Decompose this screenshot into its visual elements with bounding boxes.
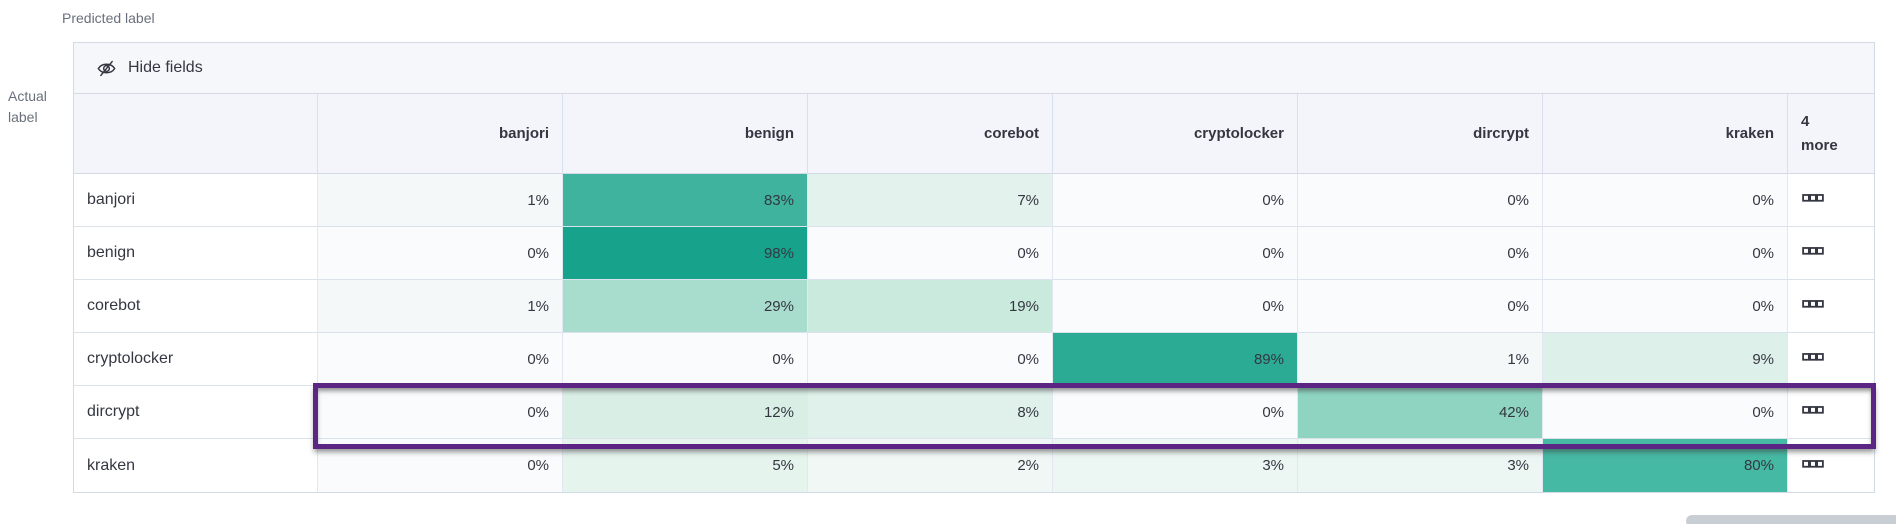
cell-banjori-benign[interactable]: 83% xyxy=(563,174,808,227)
confusion-grid: banjori benign corebot cryptolocker dircrypt… xyxy=(74,94,1874,492)
cell-dircrypt-corebot[interactable]: 8% xyxy=(808,386,1053,439)
cell-cryptolocker-banjori[interactable]: 0% xyxy=(318,333,563,386)
boxes-horizontal-icon xyxy=(1802,187,1824,213)
predicted-axis-label: Predicted label xyxy=(62,10,155,26)
cell-kraken-benign[interactable]: 5% xyxy=(563,439,808,492)
more-actions-kraken[interactable] xyxy=(1788,439,1874,492)
cell-kraken-banjori[interactable]: 0% xyxy=(318,439,563,492)
cell-corebot-dircrypt[interactable]: 0% xyxy=(1298,280,1543,333)
row-label-dircrypt[interactable]: dircrypt xyxy=(74,386,318,439)
more-actions-cryptolocker[interactable] xyxy=(1788,333,1874,386)
column-header-kraken[interactable]: kraken xyxy=(1543,94,1788,174)
column-header-cryptolocker[interactable]: cryptolocker xyxy=(1053,94,1298,174)
row-label-benign[interactable]: benign xyxy=(74,227,318,280)
cell-dircrypt-dircrypt[interactable]: 42% xyxy=(1298,386,1543,439)
cell-corebot-banjori[interactable]: 1% xyxy=(318,280,563,333)
horizontal-scrollbar-thumb[interactable] xyxy=(1686,515,1896,524)
cell-banjori-kraken[interactable]: 0% xyxy=(1543,174,1788,227)
boxes-horizontal-icon xyxy=(1802,453,1824,479)
cell-kraken-corebot[interactable]: 2% xyxy=(808,439,1053,492)
confusion-matrix-panel: Hide fields banjori benign corebot cryptolo… xyxy=(73,42,1875,493)
cell-kraken-kraken[interactable]: 80% xyxy=(1543,439,1788,492)
hide-fields-label: Hide fields xyxy=(128,59,203,76)
more-actions-dircrypt[interactable] xyxy=(1788,386,1874,439)
boxes-horizontal-icon xyxy=(1802,293,1824,319)
hide-fields-button[interactable]: Hide fields xyxy=(84,52,215,85)
cell-benign-benign[interactable]: 98% xyxy=(563,227,808,280)
header-corner-cell xyxy=(74,94,318,174)
eye-closed-icon xyxy=(96,58,117,79)
cell-dircrypt-benign[interactable]: 12% xyxy=(563,386,808,439)
cell-benign-kraken[interactable]: 0% xyxy=(1543,227,1788,280)
cell-cryptolocker-benign[interactable]: 0% xyxy=(563,333,808,386)
row-label-cryptolocker[interactable]: cryptolocker xyxy=(74,333,318,386)
cell-benign-corebot[interactable]: 0% xyxy=(808,227,1053,280)
actual-axis-label: Actual label xyxy=(8,88,47,125)
more-actions-banjori[interactable] xyxy=(1788,174,1874,227)
more-actions-corebot[interactable] xyxy=(1788,280,1874,333)
cell-dircrypt-kraken[interactable]: 0% xyxy=(1543,386,1788,439)
column-header-dircrypt[interactable]: dircrypt xyxy=(1298,94,1543,174)
column-header-corebot[interactable]: corebot xyxy=(808,94,1053,174)
boxes-horizontal-icon xyxy=(1802,346,1824,372)
column-header-banjori[interactable]: banjori xyxy=(318,94,563,174)
column-header-more[interactable]: 4 more xyxy=(1788,94,1874,174)
cell-corebot-kraken[interactable]: 0% xyxy=(1543,280,1788,333)
boxes-horizontal-icon xyxy=(1802,240,1824,266)
row-label-banjori[interactable]: banjori xyxy=(74,174,318,227)
column-header-benign[interactable]: benign xyxy=(563,94,808,174)
cell-banjori-dircrypt[interactable]: 0% xyxy=(1298,174,1543,227)
cell-banjori-corebot[interactable]: 7% xyxy=(808,174,1053,227)
cell-benign-banjori[interactable]: 0% xyxy=(318,227,563,280)
cell-cryptolocker-kraken[interactable]: 9% xyxy=(1543,333,1788,386)
row-label-kraken[interactable]: kraken xyxy=(74,439,318,492)
cell-kraken-dircrypt[interactable]: 3% xyxy=(1298,439,1543,492)
cell-corebot-benign[interactable]: 29% xyxy=(563,280,808,333)
cell-banjori-banjori[interactable]: 1% xyxy=(318,174,563,227)
cell-kraken-cryptolocker[interactable]: 3% xyxy=(1053,439,1298,492)
cell-cryptolocker-dircrypt[interactable]: 1% xyxy=(1298,333,1543,386)
datagrid-toolbar: Hide fields xyxy=(74,43,1874,94)
cell-benign-cryptolocker[interactable]: 0% xyxy=(1053,227,1298,280)
cell-cryptolocker-corebot[interactable]: 0% xyxy=(808,333,1053,386)
more-actions-benign[interactable] xyxy=(1788,227,1874,280)
cell-corebot-corebot[interactable]: 19% xyxy=(808,280,1053,333)
cell-cryptolocker-cryptolocker[interactable]: 89% xyxy=(1053,333,1298,386)
cell-dircrypt-banjori[interactable]: 0% xyxy=(318,386,563,439)
boxes-horizontal-icon xyxy=(1802,399,1824,425)
cell-corebot-cryptolocker[interactable]: 0% xyxy=(1053,280,1298,333)
row-label-corebot[interactable]: corebot xyxy=(74,280,318,333)
cell-banjori-cryptolocker[interactable]: 0% xyxy=(1053,174,1298,227)
cell-benign-dircrypt[interactable]: 0% xyxy=(1298,227,1543,280)
cell-dircrypt-cryptolocker[interactable]: 0% xyxy=(1053,386,1298,439)
